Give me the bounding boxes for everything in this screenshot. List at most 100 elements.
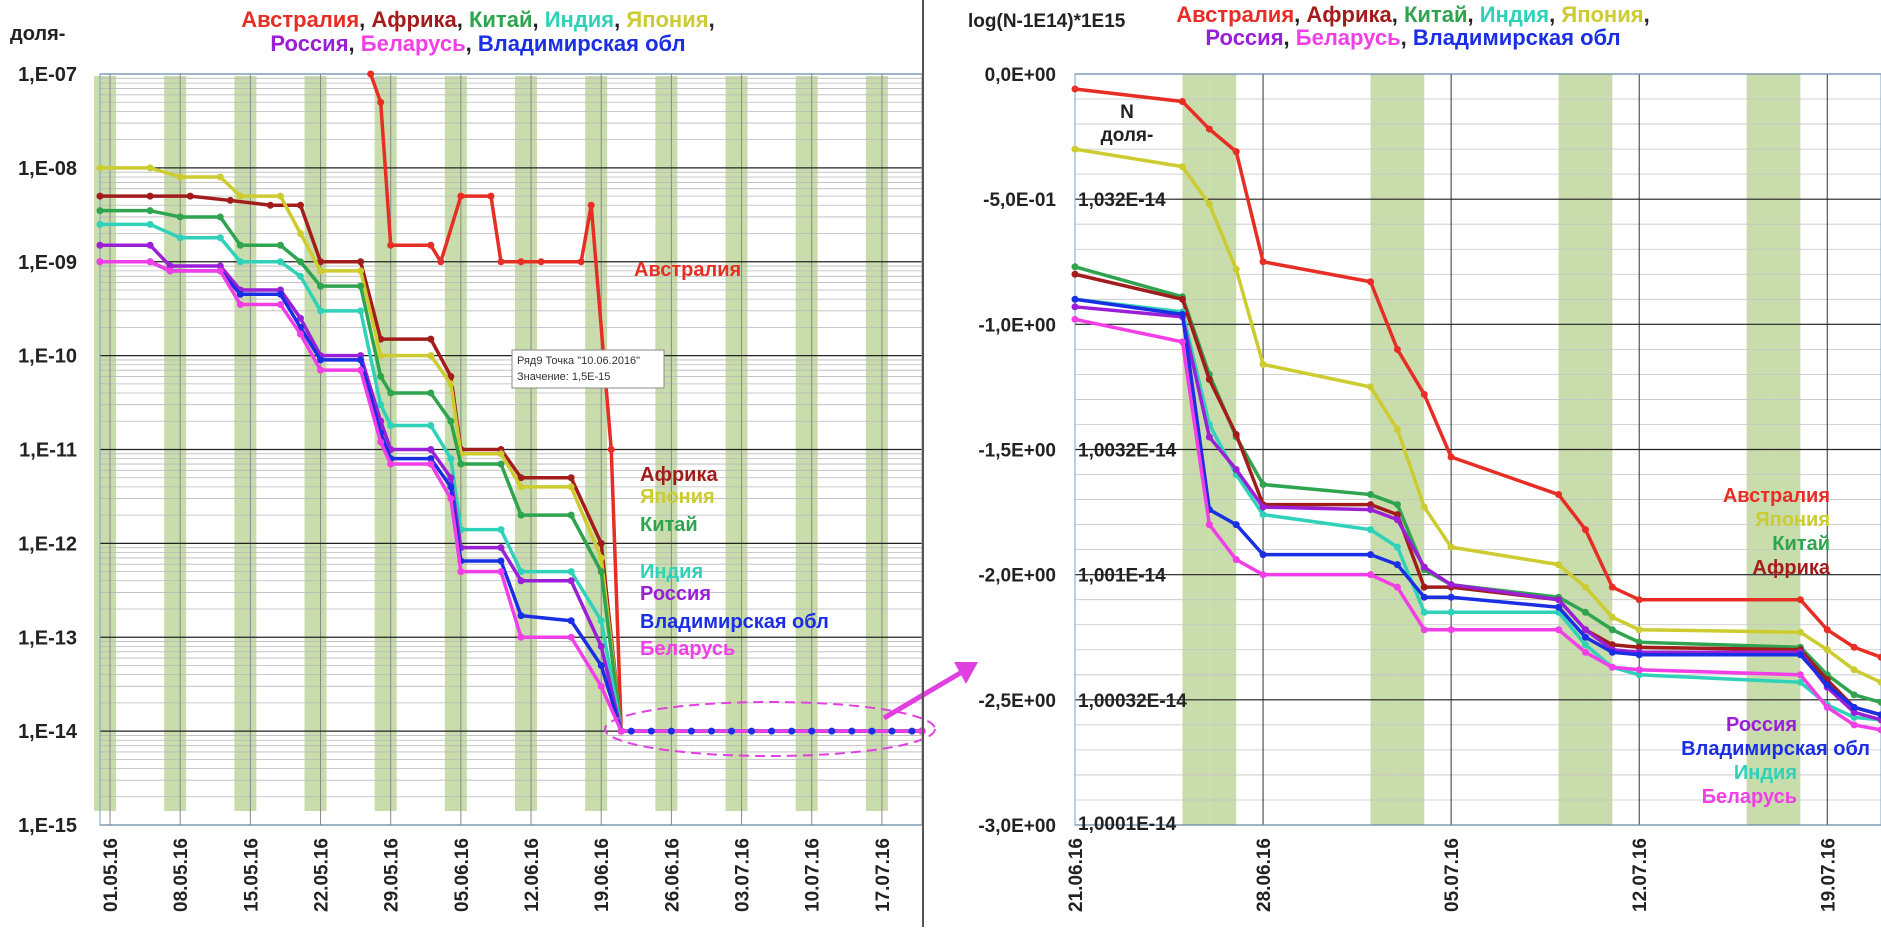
data-point: [598, 554, 605, 561]
y-tick-label: -2,0E+00: [978, 566, 1056, 587]
data-point: [427, 422, 434, 429]
data-point: [668, 728, 675, 735]
data-point: [147, 242, 154, 249]
x-tick-label: 15.05.16: [241, 838, 262, 912]
y-tick-label: 1,E-12: [18, 533, 77, 555]
right-title-line-1: Австралия, Африка, Китай, Индия, Япония,: [1176, 2, 1649, 27]
title-separator: ,: [1549, 2, 1561, 27]
data-point: [868, 728, 875, 735]
data-point: [1260, 504, 1267, 511]
in-plot-label-belarus: Беларусь: [640, 638, 735, 660]
data-point: [1260, 571, 1267, 578]
tooltip-line-1: Ряд9 Точка "10.06.2016": [517, 355, 640, 367]
data-point: [97, 193, 104, 200]
data-point: [1206, 126, 1213, 133]
data-point: [1179, 296, 1186, 303]
data-point: [447, 418, 454, 425]
tooltip: Ряд9 Точка "10.06.2016" Значение: 1,5E-15: [512, 350, 664, 388]
data-point: [768, 728, 775, 735]
data-point: [497, 258, 504, 265]
in-plot-label-africa: Африка: [1752, 557, 1830, 579]
title-africa: Африка: [371, 7, 457, 32]
in-plot-label-australia: Австралия: [1723, 485, 1830, 507]
in-plot-label-russia: Россия: [640, 583, 711, 605]
data-point: [297, 273, 304, 280]
data-point: [568, 577, 575, 584]
x-tick-label: 28.06.16: [1254, 838, 1275, 912]
data-point: [598, 568, 605, 575]
data-point: [728, 728, 735, 735]
data-point: [427, 242, 434, 249]
data-point: [237, 301, 244, 308]
data-point: [1851, 666, 1858, 673]
data-point: [147, 258, 154, 265]
data-point: [1072, 296, 1079, 303]
data-point: [568, 634, 575, 641]
data-point: [1582, 609, 1589, 616]
data-point: [1367, 491, 1374, 498]
data-point: [387, 242, 394, 249]
in-plot-label-china: Китай: [1772, 533, 1830, 555]
data-point: [297, 202, 304, 209]
data-point: [1206, 201, 1213, 208]
data-point: [297, 230, 304, 237]
title-russia: Россия: [270, 31, 348, 56]
panel-separator: [922, 0, 924, 927]
left-y-axis-title: доля-: [10, 23, 65, 45]
data-point: [1448, 454, 1455, 461]
data-point: [457, 461, 464, 468]
x-tick-label: 12.06.16: [522, 838, 543, 912]
in-plot-label-vladimir: Владимирская обл: [1681, 738, 1870, 760]
data-point: [1260, 551, 1267, 558]
data-point: [1797, 629, 1804, 636]
data-point: [1555, 596, 1562, 603]
data-point: [317, 307, 324, 314]
data-point: [357, 267, 364, 274]
y-tick-label: 1,E-15: [18, 815, 77, 837]
data-point: [1233, 148, 1240, 155]
y-tick-label: 1,E-10: [18, 346, 77, 368]
data-point: [1448, 594, 1455, 601]
data-point: [648, 728, 655, 735]
data-point: [1582, 526, 1589, 533]
secondary-y-label: 1,001E-14: [1078, 566, 1166, 587]
data-point: [97, 221, 104, 228]
title-separator: ,: [349, 31, 361, 56]
title-separator: ,: [466, 31, 478, 56]
secondary-y-label: 1,032E-14: [1078, 190, 1166, 211]
data-point: [427, 352, 434, 359]
x-tick-label: 03.07.16: [733, 838, 754, 912]
data-point: [147, 207, 154, 214]
data-point: [387, 389, 394, 396]
data-point: [1260, 481, 1267, 488]
data-point: [1851, 644, 1858, 651]
y-tick-label: -2,5E+00: [978, 691, 1056, 712]
title-japan: Япония: [1561, 2, 1643, 27]
data-point: [1072, 271, 1079, 278]
data-point: [457, 193, 464, 200]
in-plot-label-china: Китай: [640, 514, 698, 536]
data-point: [1824, 646, 1831, 653]
x-tick-label: 19.07.16: [1818, 838, 1839, 912]
data-point: [1367, 526, 1374, 533]
title-australia: Австралия: [241, 7, 359, 32]
y-tick-label: -3,0E+00: [978, 816, 1056, 837]
data-point: [1824, 681, 1831, 688]
data-point: [1555, 604, 1562, 611]
data-point: [788, 728, 795, 735]
data-point: [1394, 584, 1401, 591]
data-point: [1448, 609, 1455, 616]
y-tick-label: -5,0E-01: [983, 190, 1056, 211]
x-tick-label: 29.05.16: [382, 838, 403, 912]
tooltip-line-2: Значение: 1,5E-15: [517, 371, 610, 383]
data-point: [437, 258, 444, 265]
data-point: [217, 213, 224, 220]
title-separator: ,: [1294, 2, 1306, 27]
data-point: [377, 439, 384, 446]
left-plot-area: [94, 74, 922, 825]
data-point: [828, 728, 835, 735]
data-point: [1260, 361, 1267, 368]
title-vladimir: Владимирская обл: [478, 31, 686, 56]
data-point: [357, 356, 364, 363]
